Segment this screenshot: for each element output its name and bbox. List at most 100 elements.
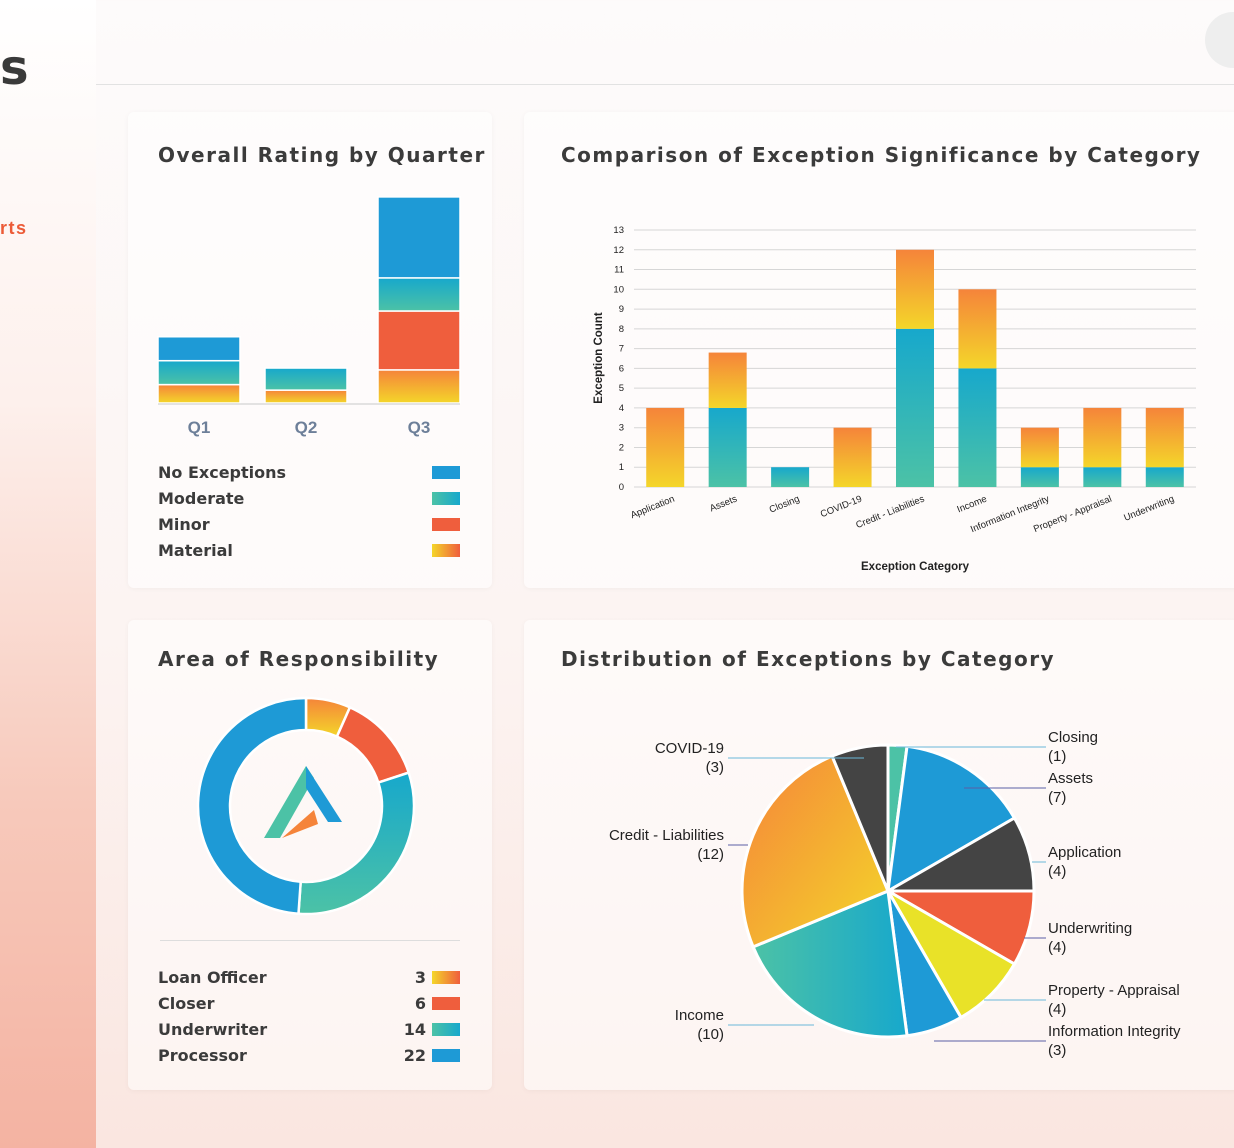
y-tick-label: 5 [619, 383, 624, 394]
bar-q1-material [157, 383, 241, 404]
legend-label: Minor [158, 515, 210, 534]
legend-swatch [432, 544, 460, 557]
tick-label-q2: Q2 [295, 418, 318, 437]
bar-closing-bottom [771, 467, 810, 487]
bar-information-integrity-bottom [1020, 467, 1059, 487]
legend-value: 3 [414, 968, 426, 987]
legend-label: Processor [158, 1046, 247, 1065]
bar-income-top [958, 289, 997, 369]
bar-q1-no-exceptions [157, 336, 241, 362]
pie-label-closing: Closing [1048, 729, 1098, 746]
pie-slice-covid-19 [830, 743, 890, 892]
pie-label-application: Application [1048, 844, 1121, 861]
pie-slice-income [751, 888, 909, 1039]
legend-swatch [432, 1049, 460, 1062]
pie-slice-assets [886, 744, 1017, 894]
legend-label: No Exceptions [158, 463, 287, 482]
legend-item-minor: Minor [158, 515, 460, 535]
x-tick-label-application: Application [629, 494, 676, 522]
y-tick-label: 12 [613, 245, 624, 256]
bar-underwriting-top [1145, 407, 1184, 468]
legend-label: Loan Officer [158, 968, 267, 987]
pie-label-property-appraisal: Property - Appraisal [1048, 982, 1180, 999]
pie-label-covid-19: COVID-19 [655, 740, 724, 757]
card-title-exception-distribution: Distribution of Exceptions by Category [561, 647, 1056, 671]
bar-application-top [646, 407, 685, 487]
pie-value-application: (4) [1048, 863, 1066, 880]
bar-covid-19-top [833, 427, 872, 487]
pie-value-credit-liabilities: (12) [697, 846, 724, 863]
y-tick-label: 0 [619, 482, 624, 493]
sidebar-item-reports[interactable]: rts [0, 218, 28, 238]
bar-property-appraisal-bottom [1083, 467, 1122, 487]
y-tick-label: 3 [619, 423, 624, 434]
pie-value-information-integrity: (3) [1048, 1042, 1066, 1059]
x-tick-label-credit-liabilities: Credit - Liabilities [854, 493, 926, 531]
bar-credit-liabilities-top [896, 249, 934, 329]
card-exception-significance [524, 112, 1234, 588]
legend-value: 22 [403, 1046, 426, 1065]
legend-label: Closer [158, 994, 215, 1013]
donut-slice-closer [335, 705, 411, 785]
x-tick-label-income: Income [956, 494, 989, 516]
tick-label-q1: Q1 [188, 418, 211, 437]
legend-item-no-exceptions: No Exceptions [158, 463, 460, 483]
legend-item-loan-officer: Loan Officer 3 [158, 968, 460, 988]
pie-value-covid-19: (3) [706, 759, 724, 776]
sidebar-title: s [0, 40, 30, 96]
donut-slice-processor [196, 696, 308, 916]
x-tick-label-assets: Assets [708, 493, 739, 514]
x-tick-label-underwriting: Underwriting [1122, 494, 1176, 524]
y-tick-label: 8 [619, 324, 624, 335]
y-tick-label: 11 [614, 265, 624, 276]
pie-value-underwriting: (4) [1048, 939, 1066, 956]
y-tick-label: 9 [619, 304, 624, 315]
legend-swatch [432, 466, 460, 479]
pie-value-closing: (1) [1048, 748, 1066, 765]
pie-label-information-integrity: Information Integrity [1048, 1023, 1181, 1040]
legend-divider [160, 940, 460, 941]
bar-credit-liabilities-bottom [896, 328, 934, 487]
legend-value: 14 [403, 1020, 426, 1039]
bar-q1-moderate [157, 359, 241, 386]
legend-label: Underwriter [158, 1020, 268, 1039]
legend-swatch [432, 971, 460, 984]
sidebar: s rts [0, 0, 96, 1148]
legend-item-moderate: Moderate [158, 489, 460, 509]
user-avatar[interactable] [1205, 12, 1234, 68]
overall-rating-chart: Q1 Q2 Q3 [157, 196, 461, 437]
bar-q3-moderate [377, 277, 461, 312]
pie-label-assets: Assets [1048, 770, 1093, 787]
y-tick-label: 7 [619, 344, 624, 355]
pie-value-property-appraisal: (4) [1048, 1001, 1066, 1018]
brand-logo-icon [264, 766, 342, 838]
legend-swatch [432, 1023, 460, 1036]
tick-label-q3: Q3 [408, 418, 431, 437]
bar-income-bottom [958, 368, 997, 487]
bar-q3-material [377, 369, 461, 404]
pie-label-income: Income [675, 1007, 724, 1024]
exception-distribution-pie: Closing (1) Assets (7) Application (4) Underwr… [609, 729, 1181, 1059]
y-tick-label: 1 [619, 462, 624, 473]
pie-label-credit-liabilities: Credit - Liabilities [609, 827, 724, 844]
header-divider [96, 84, 1234, 85]
y-tick-label: 10 [613, 284, 624, 295]
legend-label: Moderate [158, 489, 245, 508]
pie-value-income: (10) [697, 1026, 724, 1043]
bar-information-integrity-top [1020, 427, 1059, 468]
legend-swatch [432, 492, 460, 505]
x-tick-label-covid-19: COVID-19 [819, 494, 864, 521]
bar-underwriting-bottom [1145, 467, 1184, 487]
legend-item-material: Material [158, 541, 460, 561]
x-axis-label: Exception Category [861, 561, 970, 573]
y-tick-label: 2 [619, 442, 624, 453]
area-responsibility-donut [196, 696, 416, 916]
pie-label-underwriting: Underwriting [1048, 920, 1132, 937]
y-tick-label: 13 [613, 225, 624, 236]
legend-item-processor: Processor 22 [158, 1046, 460, 1066]
bar-assets-top [708, 352, 747, 408]
card-title-area-responsibility: Area of Responsibility [158, 647, 440, 671]
card-title-overall-rating: Overall Rating by Quarter [158, 143, 486, 167]
legend-label: Material [158, 541, 233, 560]
